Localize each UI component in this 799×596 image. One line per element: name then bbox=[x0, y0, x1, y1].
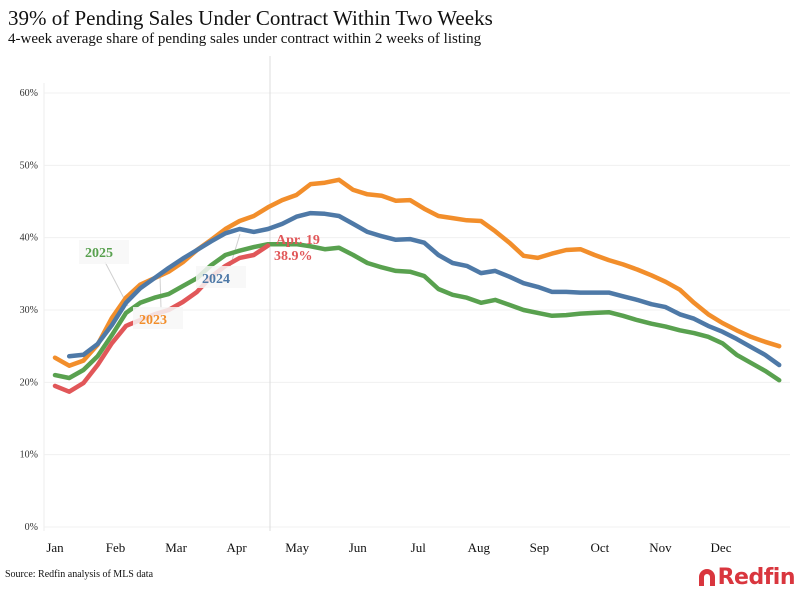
y-tick-label: 10% bbox=[20, 450, 38, 461]
x-tick-label: Sep bbox=[530, 540, 550, 555]
series-label-2024: 2024 bbox=[202, 272, 230, 287]
series-line-2024 bbox=[66, 210, 782, 368]
annotation-date: Apr. 19 bbox=[276, 233, 320, 248]
y-tick-label: 50% bbox=[20, 160, 38, 171]
annotation: Apr. 19 38.9% bbox=[274, 233, 320, 264]
label-box-2023 bbox=[133, 307, 183, 329]
series-lines bbox=[52, 177, 782, 394]
x-axis: Jan Feb Mar Apr May Jun Jul Aug Sep Oct Nov Dec bbox=[46, 540, 731, 555]
y-tick-label: 60% bbox=[20, 88, 38, 99]
y-tick-label: 40% bbox=[20, 233, 38, 244]
y-tick-label: 20% bbox=[20, 377, 38, 388]
x-tick-label: Jan bbox=[46, 540, 64, 555]
source-note: Source: Redfin analysis of MLS data bbox=[5, 569, 154, 580]
annotation-value: 38.9% bbox=[274, 249, 313, 264]
chart-subtitle: 4-week average share of pending sales un… bbox=[8, 31, 482, 47]
chart-title: 39% of Pending Sales Under Contract With… bbox=[8, 6, 493, 30]
x-tick-label: Aug bbox=[468, 540, 491, 555]
x-tick-label: Jun bbox=[349, 540, 368, 555]
x-tick-label: Feb bbox=[106, 540, 126, 555]
y-axis: 0% 10% 20% 30% 40% 50% 60% bbox=[20, 88, 38, 533]
series-label-2025: 2025 bbox=[85, 246, 113, 261]
y-tick-label: 30% bbox=[20, 305, 38, 316]
x-tick-label: Oct bbox=[591, 540, 610, 555]
redfin-logo: Redfin bbox=[696, 563, 796, 591]
x-tick-label: May bbox=[285, 540, 309, 555]
leader-line-2023 bbox=[159, 275, 162, 309]
x-tick-label: Apr bbox=[227, 540, 248, 555]
series-line-2023 bbox=[52, 177, 782, 368]
inline-labels: 2025 2024 2023 bbox=[79, 240, 246, 329]
x-tick-label: Jul bbox=[411, 540, 427, 555]
series-label-2023: 2023 bbox=[139, 313, 167, 328]
y-tick-label: 0% bbox=[25, 522, 38, 533]
logo-text: Redfin bbox=[717, 564, 796, 590]
x-tick-label: Dec bbox=[711, 540, 732, 555]
label-box-2024 bbox=[196, 266, 246, 288]
redfin-r-icon bbox=[698, 569, 715, 586]
series-line-2025 bbox=[52, 241, 782, 383]
x-tick-label: Nov bbox=[649, 540, 672, 555]
label-box-2025 bbox=[79, 240, 129, 264]
x-tick-label: Mar bbox=[165, 540, 187, 555]
